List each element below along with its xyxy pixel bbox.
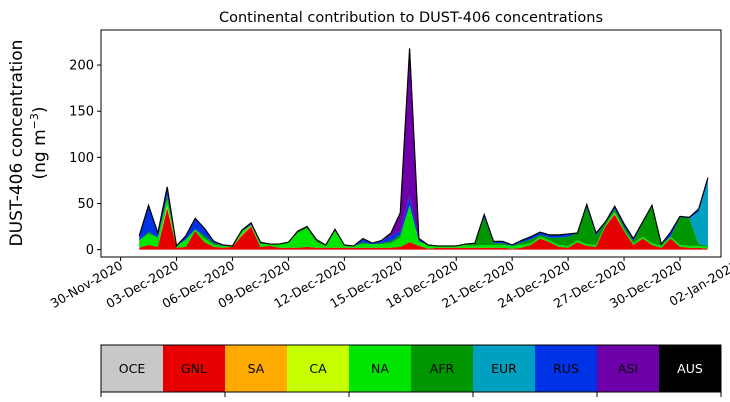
legend-label-oce: OCE — [119, 361, 146, 376]
stacked-areas — [139, 48, 708, 250]
legend-swatch-na — [349, 345, 412, 392]
y-tick-label: 100 — [69, 151, 94, 166]
y-tick-label: 50 — [77, 197, 94, 212]
total-outline — [138, 48, 709, 248]
legend-label-afr: AFR — [430, 361, 455, 376]
legend-swatch-gnl — [163, 345, 226, 392]
legend-label-sa: SA — [248, 361, 265, 376]
legend-label-aus: AUS — [677, 361, 703, 376]
legend-swatch-afr — [411, 345, 474, 392]
legend-label-gnl: GNL — [181, 361, 207, 376]
chart-title: Continental contribution to DUST-406 con… — [219, 10, 603, 26]
legend-frame — [100, 344, 722, 393]
legend-label-asi: ASI — [618, 361, 638, 376]
legend-swatch-oce — [101, 345, 164, 392]
area-aus — [139, 48, 708, 246]
y-axis-units-close: ) — [30, 106, 50, 113]
area-gnl — [139, 208, 708, 250]
y-axis-units-base: (ng m — [30, 129, 50, 179]
legend-label-rus: RUS — [553, 361, 579, 376]
y-axis-label: DUST-406 concentration — [7, 40, 27, 247]
area-asi — [139, 48, 708, 246]
legend-swatch-aus — [659, 345, 722, 392]
x-axis-ticks: 30-Nov-202003-Dec-202006-Dec-202009-Dec-… — [48, 257, 730, 311]
legend-label-ca: CA — [309, 361, 327, 376]
legend-swatch-eur — [473, 345, 536, 392]
plot-area: 0 50 100 150 200 30-Nov-202003-Dec-202006-De… — [48, 29, 730, 311]
total-outline-group — [138, 48, 709, 248]
plot-frame — [100, 29, 722, 258]
legend-swatch-sa — [225, 345, 288, 392]
y-axis-label-units: (ng m−3) — [28, 106, 50, 179]
area-afr — [139, 195, 708, 247]
legend-swatch-ca — [287, 345, 350, 392]
y-axis-units-exponent: −3 — [28, 113, 41, 129]
legend-label-eur: EUR — [491, 361, 517, 376]
legend-swatch-rus — [535, 345, 598, 392]
y-tick-label: 0 — [86, 243, 94, 258]
y-tick-label: 150 — [69, 105, 94, 120]
legend-label-na: NA — [371, 361, 389, 376]
legend-swatch-asi — [597, 345, 660, 392]
region-color-legend: OCE GNL SA CA NA AFR EUR RUS ASI AUS — [100, 344, 722, 397]
area-na — [139, 199, 708, 249]
y-tick-label: 200 — [69, 59, 94, 74]
y-axis-label-line1: DUST-406 concentration — [7, 40, 27, 247]
y-axis-ticks: 0 50 100 150 200 — [69, 59, 101, 258]
